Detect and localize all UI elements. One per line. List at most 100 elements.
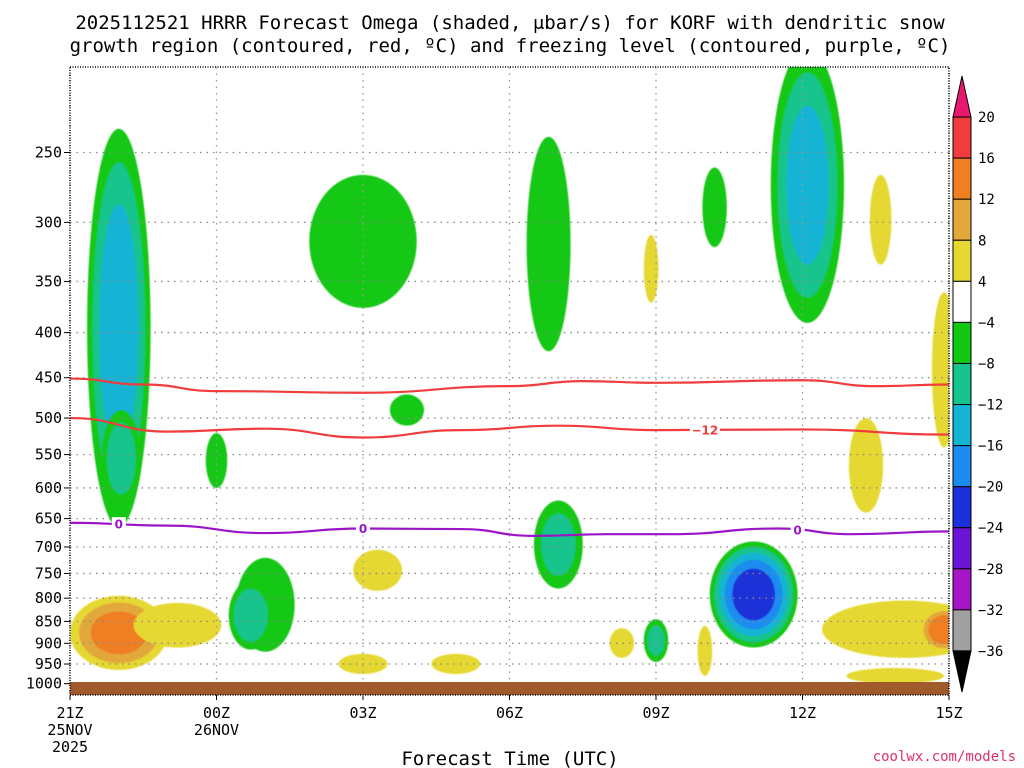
x-axis-label: Forecast Time (UTC) [401,748,618,768]
colorbar-swatch--20 [952,445,972,488]
y-tick-label-250: 250 [35,143,62,161]
omega-level-4 [431,653,481,674]
colorbar-label-4: 4 [978,274,986,290]
contour-label-bg [111,517,126,532]
colorbar-label-1: 16 [978,151,995,167]
omega-blob-9 [643,619,669,662]
omega-level--8 [106,422,136,495]
contour-label-bg [790,523,805,538]
omega-blob-23 [931,292,949,448]
colorbar-swatch--16 [952,404,972,447]
contour-label-2-2: 0 [793,524,801,538]
x-tick-label-0-2: 2025 [52,738,88,756]
x-tick-label-18-0: 15Z [935,704,962,722]
omega-blob-6 [389,394,425,426]
contour-label-1-0: −12 [691,423,718,437]
omega-blob-2 [205,433,228,488]
y-tick-label-600: 600 [35,479,62,497]
omega-level-4 [609,628,635,658]
contour-line-1 [70,416,949,439]
omega-blob-26 [846,668,945,684]
y-tick-label-800: 800 [35,589,62,607]
ground-band [70,682,949,695]
omega-level--4 [309,174,417,308]
omega-blob-22 [919,607,949,652]
colorbar-label-11: −28 [978,562,1003,578]
omega-blob-11 [709,541,798,648]
omega-blob-15 [353,549,403,591]
omega-blob-10 [702,167,727,248]
omega-blob-3 [309,174,417,308]
colorbar-label-3: 8 [978,233,986,249]
omega-level--12 [786,105,829,265]
y-tick-label-950: 950 [35,655,62,673]
omega-level-4 [931,292,949,448]
colorbar-label-8: −16 [978,439,1003,455]
colorbar-swatch--24 [952,486,972,529]
omega-level--8 [233,588,268,642]
omega-level-4 [643,234,659,303]
grid-lines [69,67,950,695]
colorbar-swatch--36 [952,609,972,652]
contour-label-2-0: 0 [115,518,123,532]
chart-title-line2: growth region (contoured, red, ºC) and f… [70,35,951,57]
omega-level--12 [99,204,139,452]
omega-blob-18 [643,234,659,303]
omega-blob-8 [533,500,583,589]
y-tick-label-550: 550 [35,446,62,464]
y-axis-ticks: 250 300 350 400 450 500 550 600 650 700 750 800 850 9… [26,143,70,693]
colorbar-swatch-4 [952,239,972,282]
omega-level-4 [846,668,945,684]
omega-level--4 [526,136,571,352]
contour-line-0 [70,377,949,394]
omega-level--4 [205,433,228,488]
colorbar-arrow-top [952,75,972,118]
y-tick-label-1000: 1000 [26,675,62,693]
omega-level-12 [928,615,949,645]
omega-blob-24 [609,628,635,658]
omega-level--8 [541,513,576,576]
temperature-contours: −12 0 0 0 [70,377,949,538]
y-tick-label-900: 900 [35,634,62,652]
x-tick-label-0-1: 25NOV [47,721,92,739]
colorbar-label-5: −4 [978,315,995,331]
contour-label-bg [356,521,370,536]
omega-level-4 [848,418,884,513]
omega-blob-12 [770,67,844,323]
y-tick-label-750: 750 [35,564,62,582]
x-tick-label-9-0: 06Z [496,704,523,722]
credit-label: coolwx.com/models [873,749,1016,765]
omega-level-4 [353,549,403,591]
colorbar-swatch-16 [952,116,972,159]
y-tick-label-850: 850 [35,612,62,630]
y-tick-label-300: 300 [35,213,62,231]
omega-level-12 [90,611,148,655]
omega-level-4 [822,600,949,658]
y-tick-label-450: 450 [35,369,62,387]
colorbar-label-9: −20 [978,480,1003,496]
x-tick-label-3-1: 26NOV [194,721,239,739]
x-tick-label-3-0: 00Z [203,704,230,722]
omega-shading [70,67,949,684]
colorbar-label-10: −24 [978,521,1003,537]
x-tick-label-15-0: 12Z [789,704,816,722]
colorbar-swatch-8 [952,198,972,241]
omega-blob-25 [697,625,713,676]
contour-label-2-1: 0 [359,522,367,536]
contour-line-2 [70,521,949,538]
omega-level-4 [133,602,222,648]
omega-blob-14 [133,602,222,648]
omega-level--4 [702,167,727,248]
colorbar-swatch--32 [952,568,972,611]
x-tick-label-6-0: 03Z [349,704,376,722]
y-tick-label-700: 700 [35,538,62,556]
colorbar-label-13: −36 [978,644,1003,660]
x-tick-label-0-0: 21Z [56,704,83,722]
omega-level--20 [732,568,776,621]
colorbar-label-6: −8 [978,356,995,372]
y-tick-label-350: 350 [35,272,62,290]
omega-blob-1 [101,410,141,507]
y-tick-label-650: 650 [35,510,62,528]
colorbar-swatch--8 [952,321,972,364]
